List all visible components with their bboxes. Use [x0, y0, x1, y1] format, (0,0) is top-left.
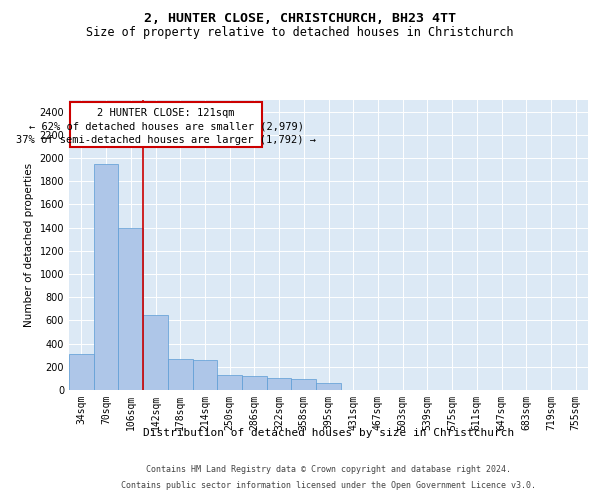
- Bar: [70, 102, 262, 147]
- Text: Size of property relative to detached houses in Christchurch: Size of property relative to detached ho…: [86, 26, 514, 39]
- Bar: [316, 383, 341, 390]
- Text: ← 62% of detached houses are smaller (2,979): ← 62% of detached houses are smaller (2,…: [29, 122, 304, 132]
- Text: Distribution of detached houses by size in Christchurch: Distribution of detached houses by size …: [143, 428, 514, 438]
- Text: 37% of semi-detached houses are larger (1,792) →: 37% of semi-detached houses are larger (…: [16, 135, 316, 145]
- Bar: [118, 228, 143, 390]
- Bar: [267, 378, 292, 390]
- Bar: [193, 360, 217, 390]
- Text: Contains HM Land Registry data © Crown copyright and database right 2024.: Contains HM Land Registry data © Crown c…: [146, 464, 511, 473]
- Text: Contains public sector information licensed under the Open Government Licence v3: Contains public sector information licen…: [121, 480, 536, 490]
- Y-axis label: Number of detached properties: Number of detached properties: [24, 163, 34, 327]
- Bar: [143, 314, 168, 390]
- Bar: [69, 354, 94, 390]
- Bar: [94, 164, 118, 390]
- Bar: [292, 379, 316, 390]
- Bar: [242, 376, 267, 390]
- Bar: [217, 375, 242, 390]
- Text: 2 HUNTER CLOSE: 121sqm: 2 HUNTER CLOSE: 121sqm: [97, 108, 235, 118]
- Text: 2, HUNTER CLOSE, CHRISTCHURCH, BH23 4TT: 2, HUNTER CLOSE, CHRISTCHURCH, BH23 4TT: [144, 12, 456, 26]
- Bar: [168, 358, 193, 390]
